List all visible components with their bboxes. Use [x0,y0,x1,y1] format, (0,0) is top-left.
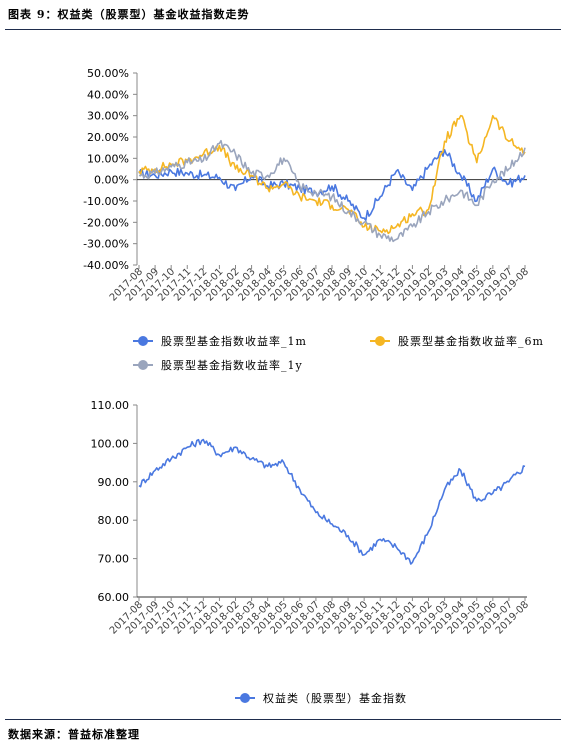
title-rule [5,29,561,30]
legend-label: 股票型基金指数收益率_1y [161,358,303,372]
y-tick-label: 30.00% [87,110,129,123]
series-line-0-2 [138,139,526,243]
y-tick-label: 110.00 [91,399,130,412]
legend-marker [138,360,148,370]
legend-label: 股票型基金指数收益率_6m [398,334,544,348]
y-tick-label: 50.00% [87,67,129,80]
y-tick-label: -20.00% [83,216,129,229]
series-line-0-0 [138,149,526,222]
legend-label: 股票型基金指数收益率_1m [161,334,307,348]
y-tick-label: -40.00% [83,259,129,272]
footer-rule [5,719,561,720]
legend-marker [375,336,385,346]
y-tick-label: 100.00 [91,437,130,450]
figure-title: 图表 9：权益类（股票型）基金收益指数走势 [8,8,250,21]
y-tick-label: 60.00 [98,591,130,604]
legend-marker [138,336,148,346]
y-tick-label: 80.00 [98,514,130,527]
source-note: 数据来源：普益标准整理 [8,728,140,741]
legend-marker [240,693,250,703]
y-tick-label: -30.00% [83,238,129,251]
y-tick-label: 40.00% [87,88,129,101]
y-tick-label: 0.00% [94,174,129,187]
y-tick-label: 90.00 [98,476,130,489]
y-tick-label: -10.00% [83,195,129,208]
legend-label: 权益类（股票型）基金指数 [263,691,407,705]
y-tick-label: 20.00% [87,131,129,144]
y-tick-label: 70.00 [98,553,130,566]
y-tick-label: 10.00% [87,152,129,165]
series-line-1-0 [138,438,526,565]
series-line-0-1 [138,114,526,235]
